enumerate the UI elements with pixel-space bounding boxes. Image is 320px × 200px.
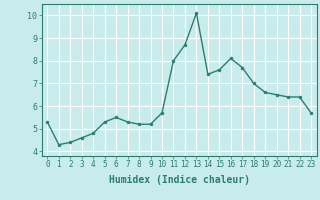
X-axis label: Humidex (Indice chaleur): Humidex (Indice chaleur) (109, 175, 250, 185)
